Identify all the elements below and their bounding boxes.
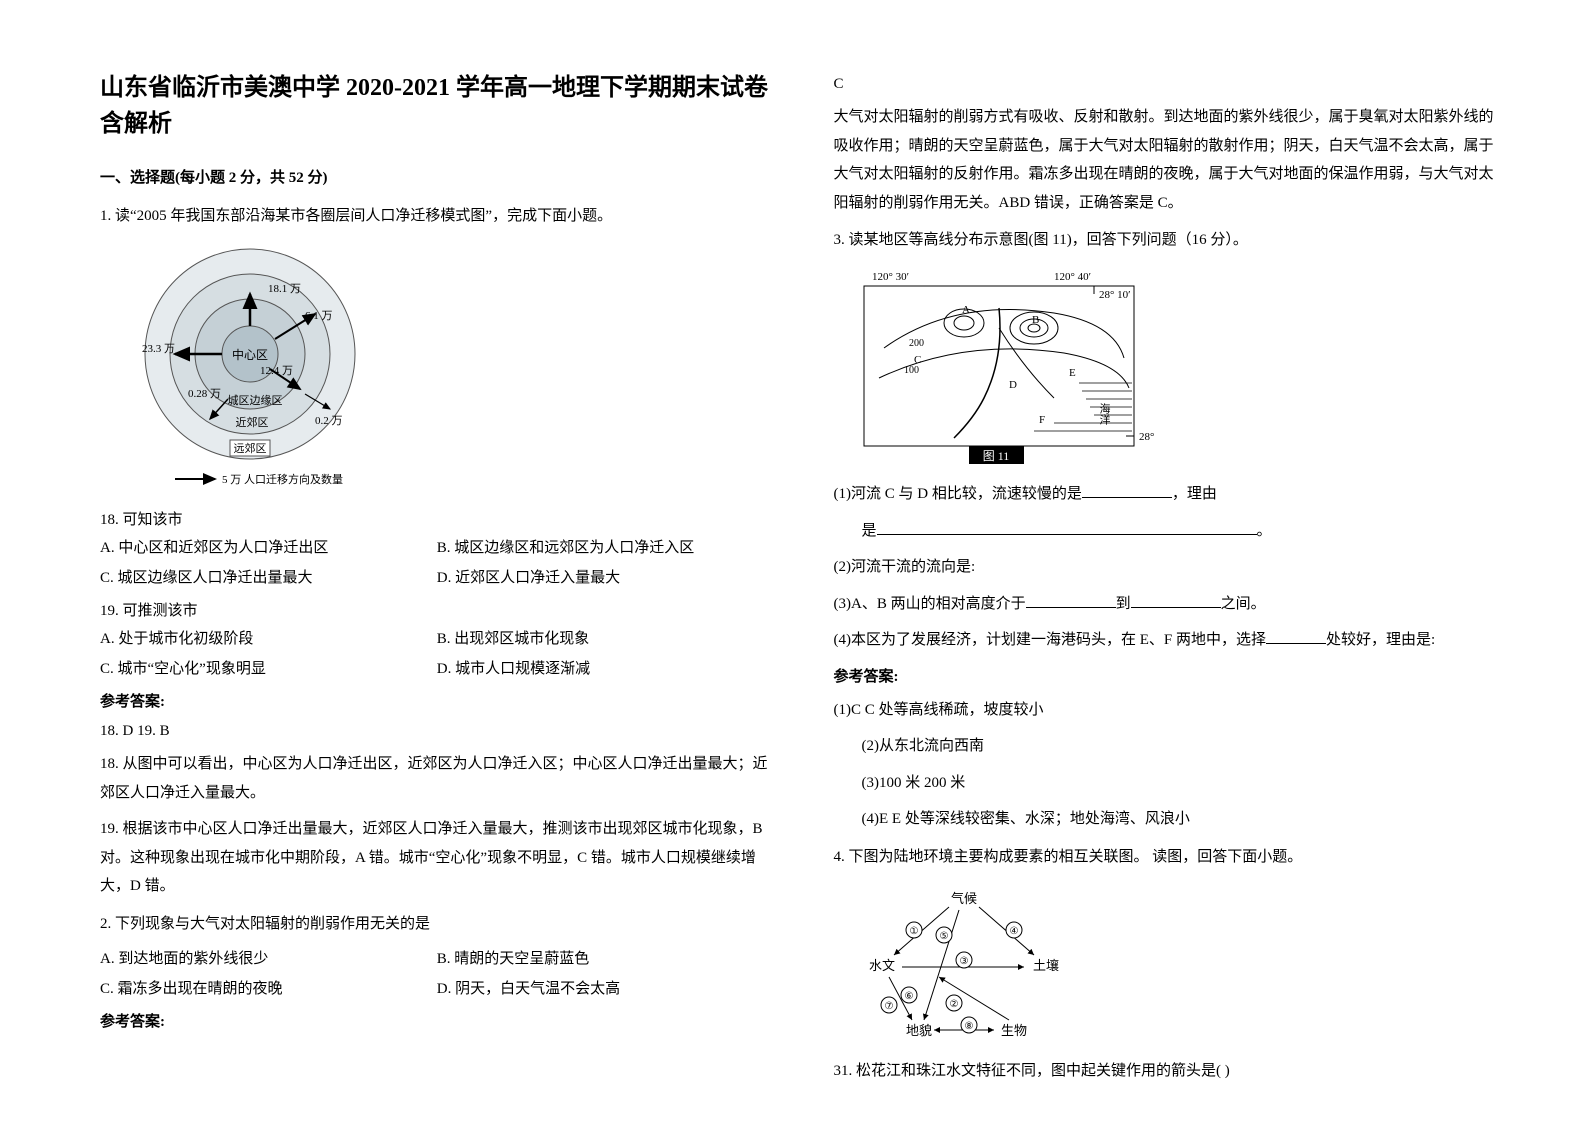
q3-ocean: 海洋 — [1098, 402, 1111, 425]
q3-ans3: (3)100 米 200 米 — [834, 769, 1508, 798]
q3-lon2: 120° 40′ — [1054, 271, 1091, 283]
q3-ans4: (4)E E 处等深线较密集、水深；地处海湾、风浪小 — [834, 805, 1508, 834]
q18-opt-c: C. 城区边缘区人口净迁出量最大 — [100, 563, 437, 593]
q19-opt-c: C. 城市“空心化”现象明显 — [100, 654, 437, 684]
q2-opt-a: A. 到达地面的紫外线很少 — [100, 944, 437, 974]
q3-lat2: 28° — [1139, 431, 1154, 443]
q4-intro: 4. 下图为陆地环境主要构成要素的相互关联图。 读图，回答下面小题。 — [834, 844, 1508, 871]
svg-text:⑦: ⑦ — [884, 1001, 893, 1012]
section-1-heading: 一、选择题(每小题 2 分，共 52 分) — [100, 166, 774, 187]
node-dimao: 地貌 — [905, 1023, 931, 1038]
svg-text:⑤: ⑤ — [939, 931, 948, 942]
q1-answer-heading: 参考答案: — [100, 690, 774, 711]
fig1-n02: 0.2 万 — [315, 415, 343, 427]
node-shuiwen: 水文 — [868, 958, 894, 973]
q31-stem: 31. 松花江和珠江水文特征不同，图中起关键作用的箭头是( ) — [834, 1057, 1508, 1086]
svg-text:⑧: ⑧ — [964, 1021, 973, 1032]
fig1-n181: 18.1 万 — [268, 283, 301, 295]
q3-ans1: (1)C C 处等高线稀疏，坡度较小 — [834, 696, 1508, 725]
q3-intro: 3. 读某地区等高线分布示意图(图 11)，回答下列问题（16 分）。 — [834, 227, 1508, 254]
q19-opt-a: A. 处于城市化初级阶段 — [100, 624, 437, 654]
svg-text:100: 100 — [904, 365, 919, 376]
q3-lat1: 28° 10′ — [1099, 289, 1131, 301]
q1-answer-line: 18. D 19. B — [100, 723, 774, 740]
blank — [1082, 483, 1172, 498]
svg-text:③: ③ — [959, 956, 968, 967]
q3-sub4: (4)本区为了发展经济，计划建一海港码头，在 E、F 两地中，选择 处较好，理由是… — [834, 626, 1508, 655]
fig1-n233: 23.3 万 — [142, 343, 175, 355]
q2-answer: C — [834, 76, 1508, 93]
fig1-center-label: 中心区 — [232, 347, 268, 362]
blank — [877, 520, 1257, 535]
right-column: C 大气对太阳辐射的削弱方式有吸收、反射和散射。到达地面的紫外线很少，属于臭氧对… — [834, 70, 1508, 1082]
svg-text:200: 200 — [909, 338, 924, 349]
q3-sub2: (2)河流干流的流向是: — [834, 553, 1508, 582]
q2-opt-b: B. 晴朗的天空呈蔚蓝色 — [437, 944, 774, 974]
q3-ans2: (2)从东北流向西南 — [834, 732, 1508, 761]
fig1-legend: 5 万 人口迁移方向及数量 — [222, 472, 343, 486]
node-shengwu: 生物 — [1000, 1023, 1026, 1038]
blank — [1131, 593, 1221, 608]
q3-answer-heading: 参考答案: — [834, 665, 1508, 686]
q3-sub1d: 。 — [1257, 523, 1272, 539]
q18-options: A. 中心区和近郊区为人口净迁出区 B. 城区边缘区和远郊区为人口净迁入区 C.… — [100, 533, 774, 593]
svg-text:⑥: ⑥ — [904, 991, 913, 1002]
svg-text:D: D — [1009, 379, 1017, 391]
q18-opt-a: A. 中心区和近郊区为人口净迁出区 — [100, 533, 437, 563]
q3-figure: 120° 30′ 120° 40′ 28° 10′ 28° — [854, 268, 1508, 468]
fig1-n124: 12.4 万 — [260, 365, 293, 377]
q3-sub1b: ，理由 — [1172, 486, 1217, 502]
fig1-ring3-label: 远郊区 — [234, 442, 267, 455]
svg-text:②: ② — [949, 999, 958, 1010]
q2-opt-d: D. 阴天，白天气温不会太高 — [437, 974, 774, 1004]
q1-intro: 1. 读“2005 年我国东部沿海某市各圈层间人口净迁移模式图”，完成下面小题。 — [100, 203, 774, 230]
q2-options: A. 到达地面的紫外线很少 B. 晴朗的天空呈蔚蓝色 C. 霜冻多出现在晴朗的夜… — [100, 944, 774, 1004]
left-column: 山东省临沂市美澳中学 2020-2021 学年高一地理下学期期末试卷含解析 一、… — [100, 70, 774, 1082]
svg-text:④: ④ — [1009, 926, 1018, 937]
q3-sub1: (1)河流 C 与 D 相比较，流速较慢的是 ，理由 — [834, 480, 1508, 509]
q1-exp19: 19. 根据该市中心区人口净迁出量最大，近郊区人口净迁入量最大，推测该市出现郊区… — [100, 815, 774, 901]
q3-sub3: (3)A、B 两山的相对高度介于 到 之间。 — [834, 590, 1508, 619]
blank — [1026, 593, 1116, 608]
q3-lon1: 120° 30′ — [872, 271, 909, 283]
q3-sub1c: 是 — [862, 523, 877, 539]
q2-intro: 2. 下列现象与大气对太阳辐射的削弱作用无关的是 — [100, 911, 774, 938]
q3-caption: 图 11 — [982, 449, 1009, 463]
q19-opt-b: B. 出现郊区城市化现象 — [437, 624, 774, 654]
node-turang: 土壤 — [1032, 958, 1058, 973]
q2-answer-heading: 参考答案: — [100, 1010, 774, 1031]
q3-sub1a: (1)河流 C 与 D 相比较，流速较慢的是 — [834, 486, 1082, 502]
blank — [1266, 629, 1326, 644]
q3-sub3c: 之间。 — [1221, 596, 1266, 612]
svg-text:B: B — [1032, 314, 1039, 326]
q18-stem: 18. 可知该市 — [100, 508, 774, 529]
svg-text:①: ① — [909, 926, 918, 937]
svg-text:F: F — [1039, 414, 1045, 426]
q2-exp: 大气对太阳辐射的削弱方式有吸收、反射和散射。到达地面的紫外线很少，属于臭氧对太阳… — [834, 103, 1508, 217]
q1-figure: 中心区 城区边缘区 近郊区 远郊区 18.1 万 6.1 万 23.3 万 12… — [120, 244, 774, 494]
q3-sub1-line2: 是。 — [834, 517, 1508, 546]
document-title: 山东省临沂市美澳中学 2020-2021 学年高一地理下学期期末试卷含解析 — [100, 70, 774, 142]
fig1-n61: 6.1 万 — [305, 310, 333, 322]
q19-stem: 19. 可推测该市 — [100, 599, 774, 620]
q19-options: A. 处于城市化初级阶段 B. 出现郊区城市化现象 C. 城市“空心化”现象明显… — [100, 624, 774, 684]
q19-opt-d: D. 城市人口规模逐渐减 — [437, 654, 774, 684]
fig1-ring1-label: 城区边缘区 — [228, 394, 283, 407]
q3-sub4b: 处较好，理由是: — [1326, 632, 1435, 648]
q1-exp18: 18. 从图中可以看出，中心区为人口净迁出区，近郊区为人口净迁入区；中心区人口净… — [100, 750, 774, 807]
svg-text:A: A — [962, 304, 970, 316]
q3-sub3b: 到 — [1116, 596, 1131, 612]
q18-opt-d: D. 近郊区人口净迁入量最大 — [437, 563, 774, 593]
q4-figure: 气候 水文 土壤 地貌 生物 ① ④ ⑤ ③ ⑥ ⑦ ② ⑧ — [854, 885, 1508, 1045]
fig1-n028: 0.28 万 — [188, 388, 221, 400]
q3-sub3a: (3)A、B 两山的相对高度介于 — [834, 596, 1026, 612]
q18-opt-b: B. 城区边缘区和远郊区为人口净迁入区 — [437, 533, 774, 563]
q3-sub4a: (4)本区为了发展经济，计划建一海港码头，在 E、F 两地中，选择 — [834, 632, 1267, 648]
q2-opt-c: C. 霜冻多出现在晴朗的夜晚 — [100, 974, 437, 1004]
svg-text:E: E — [1069, 367, 1076, 379]
node-qihou: 气候 — [950, 891, 976, 906]
fig1-ring2-label: 近郊区 — [236, 416, 269, 429]
